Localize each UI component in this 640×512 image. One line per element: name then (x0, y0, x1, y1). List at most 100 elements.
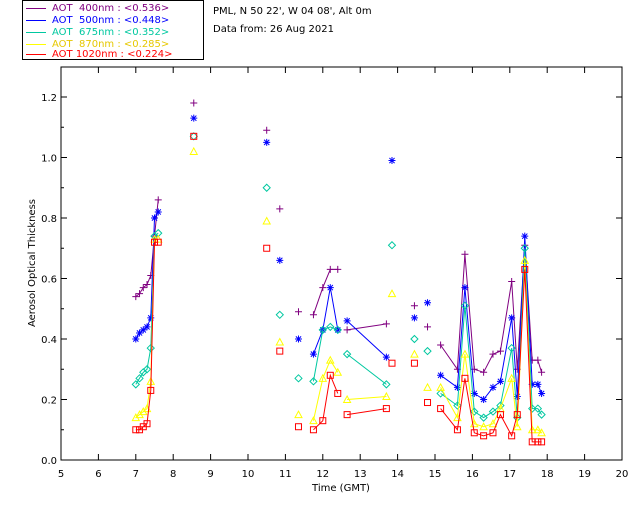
data-point (479, 422, 488, 431)
y-axis-label: Aerosol Optical Thickness (27, 199, 38, 327)
data-point (533, 425, 543, 434)
data-point (263, 126, 271, 134)
data-point (537, 428, 546, 437)
data-point (453, 401, 462, 410)
data-point (262, 183, 271, 192)
data-point (294, 374, 303, 383)
data-point (382, 380, 391, 389)
data-point (154, 238, 162, 246)
data-point (424, 399, 432, 407)
data-point (263, 244, 271, 252)
date-text: Data from: 26 Aug 2021 (213, 24, 334, 35)
data-point (410, 314, 418, 322)
data-point (534, 438, 542, 446)
data-point (333, 325, 342, 335)
data-point (276, 256, 284, 264)
data-point (460, 349, 470, 358)
series-line (346, 353, 387, 385)
legend-entry: AOT 675nm : <0.352> (26, 27, 169, 38)
data-point (309, 311, 317, 319)
series-line (135, 232, 159, 385)
data-point (190, 99, 198, 107)
data-point (508, 278, 516, 286)
series-line (347, 396, 387, 400)
data-point (319, 417, 327, 425)
data-point (132, 335, 140, 343)
x-tick-label: 18 (541, 469, 554, 480)
data-point (334, 389, 342, 397)
series-1 (132, 114, 546, 403)
data-point (453, 383, 461, 391)
data-point (538, 389, 546, 397)
data-point (479, 413, 488, 422)
y-tick-label: 1.2 (41, 93, 57, 104)
data-point (326, 284, 334, 292)
data-point (263, 138, 271, 146)
data-point (388, 359, 396, 367)
data-point (387, 241, 397, 250)
series-line (135, 241, 159, 431)
y-tick-label: 0.0 (41, 456, 57, 467)
data-point (489, 383, 497, 391)
data-point (460, 301, 470, 310)
data-point (520, 244, 529, 253)
x-tick-label: 11 (279, 469, 292, 480)
data-point (342, 394, 352, 403)
data-point (528, 380, 536, 388)
data-point (154, 208, 162, 216)
data-point (333, 367, 343, 376)
y-tick-label: 1.0 (41, 154, 57, 165)
data-point (437, 341, 445, 349)
data-point (424, 323, 432, 331)
data-point (143, 281, 151, 289)
data-point (309, 416, 318, 425)
data-point (147, 386, 155, 394)
data-point (154, 196, 162, 204)
data-point (437, 405, 445, 413)
series-line (440, 248, 543, 419)
y-tick-label: 0.8 (41, 214, 57, 225)
legend-swatch (26, 32, 46, 33)
data-point (423, 346, 432, 356)
data-point (189, 146, 199, 155)
series-line (312, 287, 339, 355)
data-point (326, 265, 334, 273)
data-point (410, 349, 419, 358)
data-point (507, 343, 516, 353)
legend-entry: AOT 1020nm : <0.224> (26, 49, 172, 60)
plot-area (60, 66, 623, 461)
data-point (190, 132, 198, 140)
data-point (480, 432, 488, 440)
data-point (319, 284, 327, 292)
data-point (309, 377, 318, 386)
x-tick-label: 10 (242, 469, 255, 480)
data-point (410, 302, 418, 310)
data-point (326, 371, 334, 379)
data-point (387, 289, 397, 298)
legend-label: AOT 400nm : <0.536> (52, 3, 170, 14)
data-point (142, 365, 152, 374)
y-tick-label: 0.6 (41, 275, 57, 286)
series-4 (132, 132, 546, 446)
x-tick-label: 19 (578, 469, 591, 480)
data-point (343, 411, 351, 419)
x-tick-label: 15 (429, 469, 442, 480)
data-point (294, 423, 302, 431)
data-point (143, 323, 151, 331)
legend-swatch (26, 20, 46, 21)
x-tick-label: 9 (207, 469, 213, 480)
legend-entry: AOT 870nm : <0.285> (26, 39, 169, 50)
legend-label: AOT 500nm : <0.448> (52, 15, 170, 26)
data-point (461, 374, 469, 382)
data-point (189, 132, 198, 141)
series-line (313, 373, 339, 431)
data-point (294, 308, 302, 316)
data-point (151, 214, 158, 222)
data-point (521, 265, 529, 273)
data-point (470, 407, 479, 416)
data-point (496, 377, 504, 385)
data-point (533, 404, 543, 413)
series-line (346, 320, 387, 358)
data-point (488, 407, 498, 416)
data-point (326, 322, 335, 332)
